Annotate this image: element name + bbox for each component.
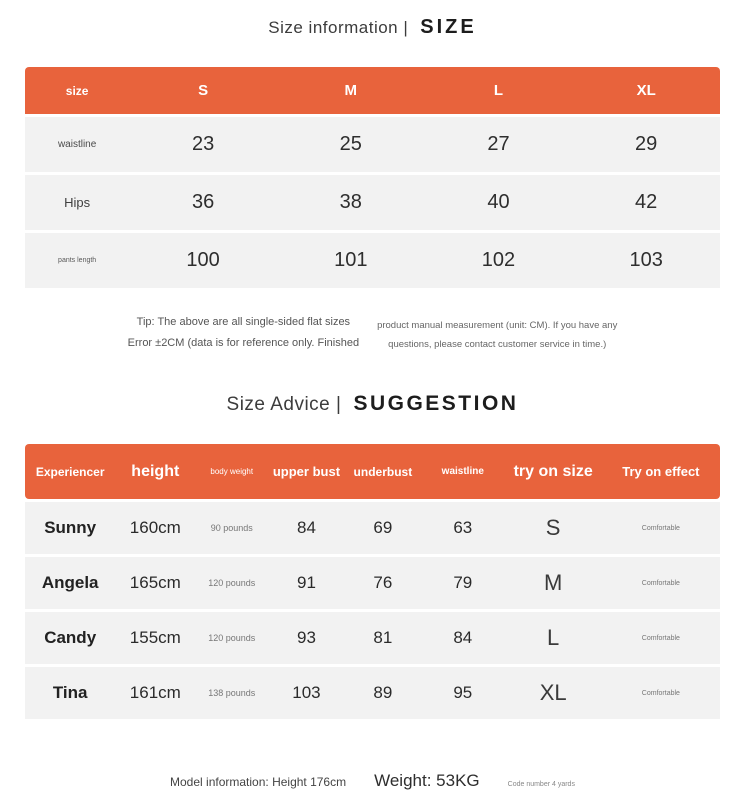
cell-height: 165cm <box>129 573 181 592</box>
tip-note-left: Tip: The above are all single-sided flat… <box>128 312 359 354</box>
tip-line-2: Error ±2CM (data is for reference only. … <box>127 337 360 349</box>
header-upper-bust: upper bust <box>272 464 341 479</box>
cell-pants-l: 102 <box>481 249 516 271</box>
cell-try-on-effect: Comfortable <box>641 634 680 642</box>
size-table-header-s: S <box>198 82 209 99</box>
cell-waistline-xl: 29 <box>635 133 658 155</box>
cell-try-on-effect: Comfortable <box>641 689 680 697</box>
size-info-title-size: SIZE <box>420 16 477 38</box>
tip-line-3: product manual measurement (unit: CM). I… <box>377 320 618 331</box>
table-row-tina: Tina 161cm 138 pounds 103 89 95 XL Comfo… <box>25 667 720 719</box>
cell-body-weight: 120 pounds <box>208 578 256 588</box>
cell-pants-xl: 103 <box>629 249 663 271</box>
cell-upper-bust: 91 <box>296 573 316 592</box>
row-label-hips: Hips <box>64 195 91 210</box>
cell-try-on-size: XL <box>539 680 567 705</box>
model-weight-text: Weight: 53KG <box>374 771 480 790</box>
header-height: height <box>131 462 180 480</box>
cell-waistline-s: 23 <box>191 133 215 155</box>
code-number-text: Code number 4 yards <box>507 781 575 788</box>
cell-underbust: 69 <box>373 518 393 537</box>
cell-waistline-m: 25 <box>339 133 362 155</box>
cell-body-weight: 138 pounds <box>208 688 256 698</box>
table-row-pants-length: pants length 100 101 102 103 <box>25 233 720 288</box>
tip-line-4: questions, please contact customer servi… <box>388 339 607 350</box>
cell-upper-bust: 103 <box>292 683 321 702</box>
header-underbust: underbust <box>353 464 413 479</box>
row-label-waistline: waistline <box>57 139 97 150</box>
measurement-tip: Tip: The above are all single-sided flat… <box>0 312 745 354</box>
cell-waistline: 84 <box>453 628 473 647</box>
suggestion-table-header-row: Experiencer height body weight upper bus… <box>25 444 720 499</box>
cell-underbust: 81 <box>373 628 393 647</box>
table-row-candy: Candy 155cm 120 pounds 93 81 84 L Comfor… <box>25 612 720 664</box>
cell-underbust: 89 <box>373 683 393 702</box>
size-table-header-xl: XL <box>636 82 656 99</box>
tip-line-1: Tip: The above are all single-sided flat… <box>136 316 351 328</box>
cell-try-on-size: M <box>543 570 563 595</box>
size-table-header-l: L <box>493 82 504 99</box>
table-row-hips: Hips 36 38 40 42 <box>25 175 720 230</box>
cell-height: 160cm <box>129 518 181 537</box>
header-experiencer: Experiencer <box>35 464 105 479</box>
model-info-text: Model information: Height 176cm <box>170 775 347 789</box>
cell-try-on-size: S <box>545 515 561 540</box>
cell-name: Sunny <box>44 518 97 537</box>
cell-waistline-l: 27 <box>487 133 510 155</box>
cell-name: Candy <box>44 628 97 647</box>
cell-body-weight: 90 pounds <box>210 523 253 533</box>
header-waistline: waistline <box>441 466 484 477</box>
suggestion-table: Experiencer height body weight upper bus… <box>25 444 720 719</box>
cell-hips-xl: 42 <box>635 191 658 213</box>
size-advice-title: Size Advice | SUGGESTION <box>0 354 745 416</box>
cell-waistline: 63 <box>453 518 473 537</box>
header-body-weight: body weight <box>210 467 254 476</box>
cell-body-weight: 120 pounds <box>208 633 256 643</box>
header-try-on-effect: Try on effect <box>622 464 700 479</box>
cell-upper-bust: 93 <box>296 628 316 647</box>
cell-pants-s: 100 <box>186 249 220 271</box>
table-row-sunny: Sunny 160cm 90 pounds 84 69 63 S Comfort… <box>25 502 720 554</box>
cell-pants-m: 101 <box>334 249 368 271</box>
row-label-pants-length: pants length <box>58 257 97 264</box>
cell-hips-l: 40 <box>487 191 510 213</box>
header-try-on-size: try on size <box>513 462 593 480</box>
cell-upper-bust: 84 <box>296 518 316 537</box>
cell-name: Tina <box>52 683 88 702</box>
size-table: size S M L XL waistline 23 25 27 29 Hips… <box>25 67 720 288</box>
size-advice-title-label: Size Advice | <box>226 394 342 415</box>
size-advice-title-suggestion: SUGGESTION <box>353 392 519 415</box>
model-info-bar: Model information: Height 176cm Weight: … <box>0 771 745 791</box>
size-info-title-label: Size information | <box>268 18 409 37</box>
cell-height: 155cm <box>129 628 181 647</box>
size-info-title: Size information | SIZE <box>0 0 745 39</box>
table-row-waistline: waistline 23 25 27 29 <box>25 117 720 172</box>
size-table-header-row: size S M L XL <box>25 67 720 114</box>
cell-try-on-effect: Comfortable <box>641 524 680 532</box>
tip-note-right: product manual measurement (unit: CM). I… <box>377 312 617 354</box>
size-table-header-m: M <box>344 82 358 99</box>
size-table-header-size: size <box>65 83 89 98</box>
cell-waistline: 95 <box>453 683 473 702</box>
cell-try-on-effect: Comfortable <box>641 579 680 587</box>
cell-name: Angela <box>41 573 99 592</box>
cell-hips-m: 38 <box>339 191 362 213</box>
cell-height: 161cm <box>129 683 181 702</box>
cell-try-on-size: L <box>547 625 560 650</box>
table-row-angela: Angela 165cm 120 pounds 91 76 79 M Comfo… <box>25 557 720 609</box>
cell-underbust: 76 <box>373 573 393 592</box>
cell-waistline: 79 <box>453 573 473 592</box>
cell-hips-s: 36 <box>191 191 215 213</box>
